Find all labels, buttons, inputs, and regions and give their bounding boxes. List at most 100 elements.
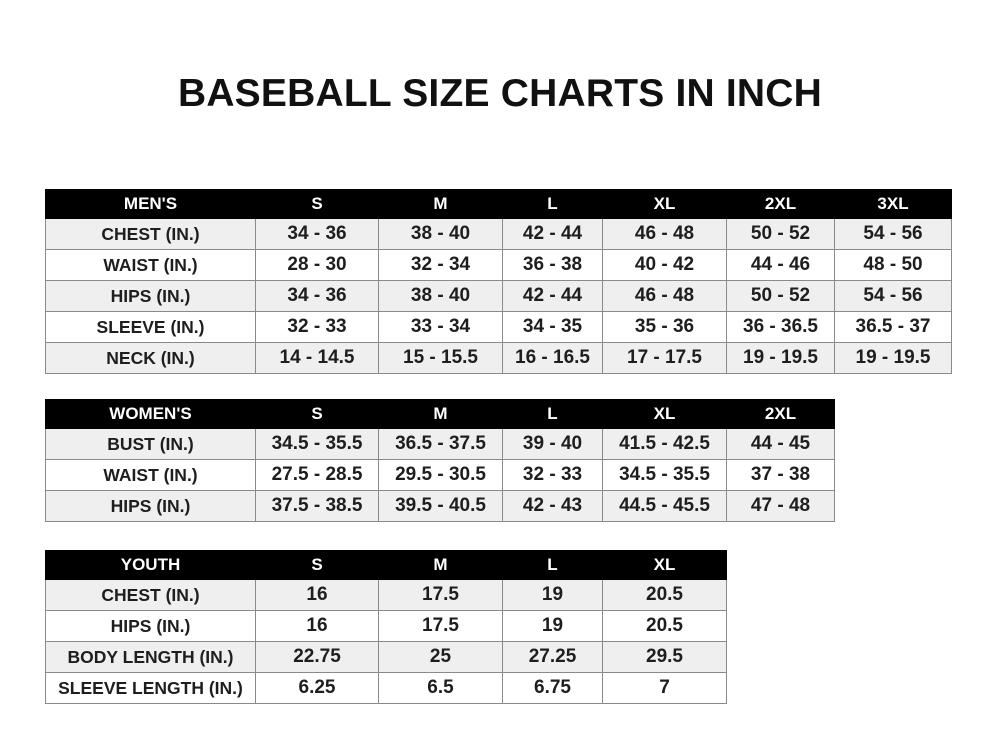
measurement-value: 34 - 36 <box>255 280 379 312</box>
measurement-value: 34.5 - 35.5 <box>255 428 379 460</box>
measurement-value: 28 - 30 <box>255 249 379 281</box>
measurement-label: SLEEVE (IN.) <box>45 311 256 343</box>
measurement-value: 6.25 <box>255 672 379 704</box>
measurement-value: 36.5 - 37.5 <box>378 428 503 460</box>
table-row: WAIST (IN.) 28 - 30 32 - 34 36 - 38 40 - 42 4… <box>45 249 952 281</box>
measurement-value: 34 - 36 <box>255 218 379 250</box>
page-title: BASEBALL SIZE CHARTS IN INCH <box>177 72 823 115</box>
category-header: MEN'S <box>45 189 256 219</box>
measurement-value: 34 - 35 <box>502 311 603 343</box>
measurement-label: HIPS (IN.) <box>45 280 256 312</box>
table-row: SLEEVE LENGTH (IN.) 6.25 6.5 6.75 7 <box>45 672 727 704</box>
measurement-value: 38 - 40 <box>378 280 503 312</box>
table-row: SLEEVE (IN.) 32 - 33 33 - 34 34 - 35 35 - 36… <box>45 311 952 343</box>
size-header: XL <box>602 189 727 219</box>
table-row: CHEST (IN.) 34 - 36 38 - 40 42 - 44 46 - 48 5… <box>45 218 952 250</box>
measurement-value: 44.5 - 45.5 <box>602 490 727 522</box>
measurement-value: 19 <box>502 579 603 611</box>
table-row: HIPS (IN.) 16 17.5 19 20.5 <box>45 610 727 642</box>
header-row: YOUTH S M L XL <box>45 550 727 580</box>
size-header: 3XL <box>834 189 952 219</box>
size-header: S <box>255 189 379 219</box>
size-header: L <box>502 399 603 429</box>
table-row: WAIST (IN.) 27.5 - 28.5 29.5 - 30.5 32 - 33… <box>45 459 835 491</box>
measurement-value: 36 - 38 <box>502 249 603 281</box>
measurement-value: 16 <box>255 610 379 642</box>
measurement-label: BODY LENGTH (IN.) <box>45 641 256 673</box>
size-header: M <box>378 399 503 429</box>
measurement-value: 34.5 - 35.5 <box>602 459 727 491</box>
measurement-value: 20.5 <box>602 610 727 642</box>
measurement-value: 39 - 40 <box>502 428 603 460</box>
measurement-value: 25 <box>378 641 503 673</box>
measurement-value: 40 - 42 <box>602 249 727 281</box>
measurement-label: BUST (IN.) <box>45 428 256 460</box>
measurement-value: 14 - 14.5 <box>255 342 379 374</box>
measurement-label: WAIST (IN.) <box>45 459 256 491</box>
size-header: M <box>378 550 503 580</box>
measurement-label: NECK (IN.) <box>45 342 256 374</box>
measurement-value: 29.5 <box>602 641 727 673</box>
size-header: S <box>255 399 379 429</box>
size-header: XL <box>602 399 727 429</box>
mens-size-table: MEN'S S M L XL 2XL 3XL CHEST (IN.) 34 - 36 38 - 4… <box>45 189 952 374</box>
measurement-value: 35 - 36 <box>602 311 727 343</box>
measurement-value: 32 - 34 <box>378 249 503 281</box>
measurement-value: 29.5 - 30.5 <box>378 459 503 491</box>
measurement-value: 50 - 52 <box>726 280 835 312</box>
measurement-value: 19 - 19.5 <box>726 342 835 374</box>
measurement-value: 17.5 <box>378 610 503 642</box>
measurement-label: HIPS (IN.) <box>45 490 256 522</box>
measurement-value: 46 - 48 <box>602 280 727 312</box>
category-header: YOUTH <box>45 550 256 580</box>
measurement-value: 50 - 52 <box>726 218 835 250</box>
measurement-value: 44 - 46 <box>726 249 835 281</box>
measurement-value: 33 - 34 <box>378 311 503 343</box>
youth-size-table: YOUTH S M L XL CHEST (IN.) 16 17.5 19 20.5 HIPS (I… <box>45 550 727 704</box>
table-row: HIPS (IN.) 37.5 - 38.5 39.5 - 40.5 42 - 43 4… <box>45 490 835 522</box>
measurement-value: 32 - 33 <box>502 459 603 491</box>
measurement-value: 54 - 56 <box>834 280 952 312</box>
size-header: S <box>255 550 379 580</box>
measurement-value: 44 - 45 <box>726 428 835 460</box>
measurement-value: 17.5 <box>378 579 503 611</box>
measurement-value: 27.5 - 28.5 <box>255 459 379 491</box>
measurement-value: 39.5 - 40.5 <box>378 490 503 522</box>
measurement-value: 42 - 44 <box>502 218 603 250</box>
measurement-value: 16 - 16.5 <box>502 342 603 374</box>
size-header: XL <box>602 550 727 580</box>
measurement-value: 54 - 56 <box>834 218 952 250</box>
table-row: BODY LENGTH (IN.) 22.75 25 27.25 29.5 <box>45 641 727 673</box>
measurement-label: CHEST (IN.) <box>45 579 256 611</box>
size-header: 2XL <box>726 189 835 219</box>
measurement-value: 32 - 33 <box>255 311 379 343</box>
measurement-value: 15 - 15.5 <box>378 342 503 374</box>
measurement-value: 38 - 40 <box>378 218 503 250</box>
table-row: CHEST (IN.) 16 17.5 19 20.5 <box>45 579 727 611</box>
measurement-label: WAIST (IN.) <box>45 249 256 281</box>
measurement-value: 6.75 <box>502 672 603 704</box>
womens-size-table: WOMEN'S S M L XL 2XL BUST (IN.) 34.5 - 35.5 36.5… <box>45 399 835 522</box>
measurement-value: 27.25 <box>502 641 603 673</box>
measurement-value: 36.5 - 37 <box>834 311 952 343</box>
measurement-value: 46 - 48 <box>602 218 727 250</box>
size-header: L <box>502 550 603 580</box>
measurement-value: 42 - 44 <box>502 280 603 312</box>
measurement-value: 17 - 17.5 <box>602 342 727 374</box>
size-header: L <box>502 189 603 219</box>
measurement-value: 47 - 48 <box>726 490 835 522</box>
table-row: BUST (IN.) 34.5 - 35.5 36.5 - 37.5 39 - 40 4… <box>45 428 835 460</box>
measurement-value: 22.75 <box>255 641 379 673</box>
measurement-value: 41.5 - 42.5 <box>602 428 727 460</box>
table-row: HIPS (IN.) 34 - 36 38 - 40 42 - 44 46 - 48 50… <box>45 280 952 312</box>
measurement-value: 48 - 50 <box>834 249 952 281</box>
measurement-value: 42 - 43 <box>502 490 603 522</box>
header-row: WOMEN'S S M L XL 2XL <box>45 399 835 429</box>
size-header: 2XL <box>726 399 835 429</box>
measurement-value: 37 - 38 <box>726 459 835 491</box>
measurement-label: CHEST (IN.) <box>45 218 256 250</box>
measurement-value: 20.5 <box>602 579 727 611</box>
measurement-value: 19 - 19.5 <box>834 342 952 374</box>
measurement-value: 36 - 36.5 <box>726 311 835 343</box>
size-header: M <box>378 189 503 219</box>
